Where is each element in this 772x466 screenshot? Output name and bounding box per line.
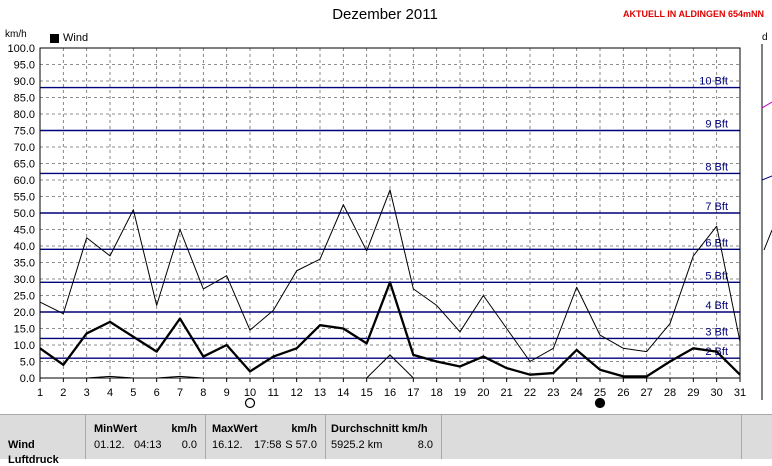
beaufort-label: 7 Bft <box>705 201 728 213</box>
stats-row-label-2: Luftdruck <box>8 454 59 466</box>
series-line <box>39 281 741 378</box>
max-time: 17:58 <box>254 439 282 451</box>
y-tick-label: 90.0 <box>14 76 35 88</box>
x-tick-label: 7 <box>177 387 183 399</box>
y-tick-label: 40.0 <box>14 241 35 253</box>
stats-min-cell: MinWert km/h 01.12. 04:13 0.0 <box>86 415 206 459</box>
x-tick-label: 15 <box>361 387 373 399</box>
x-tick-label: 30 <box>711 387 723 399</box>
x-tick-label: 23 <box>547 387 559 399</box>
x-tick-label: 22 <box>524 387 536 399</box>
x-tick-label: 27 <box>641 387 653 399</box>
y-tick-label: 95.0 <box>14 60 35 72</box>
x-tick-label: 24 <box>571 387 583 399</box>
x-tick-label: 14 <box>337 387 349 399</box>
max-value: S 57.0 <box>285 439 317 451</box>
x-tick-label: 20 <box>477 387 489 399</box>
y-tick-label: 5.0 <box>20 357 35 369</box>
x-tick-label: 10 <box>244 387 256 399</box>
x-tick-label: 25 <box>594 387 606 399</box>
y-tick-label: 80.0 <box>14 109 35 121</box>
max-date: 16.12. <box>212 439 243 451</box>
x-tick-label: 17 <box>407 387 419 399</box>
y-tick-label: 0.0 <box>20 373 35 385</box>
y-tick-label: 20.0 <box>14 307 35 319</box>
y-tick-label: 60.0 <box>14 175 35 187</box>
x-tick-label: 19 <box>454 387 466 399</box>
y-tick-label: 85.0 <box>14 93 35 105</box>
adjacent-chart-mark <box>761 101 772 109</box>
x-tick-label: 2 <box>60 387 66 399</box>
avg-value: 8.0 <box>417 439 433 451</box>
x-tick-label: 6 <box>154 387 160 399</box>
y-tick-label: 55.0 <box>14 192 35 204</box>
y-tick-label: 75.0 <box>14 126 35 138</box>
y-tick-label: 15.0 <box>14 324 35 336</box>
x-tick-label: 18 <box>431 387 443 399</box>
min-unit: km/h <box>171 423 197 435</box>
x-tick-label: 12 <box>291 387 303 399</box>
y-tick-label: 30.0 <box>14 274 35 286</box>
y-tick-label: 50.0 <box>14 208 35 220</box>
stats-avg-cell: Durchschnitt km/h 5925.2 km 8.0 <box>326 415 442 459</box>
adjacent-chart-label: d <box>762 32 768 43</box>
legend: Wind <box>50 32 88 44</box>
beaufort-label: 8 Bft <box>705 161 728 173</box>
y-tick-label: 100.0 <box>7 43 35 55</box>
beaufort-label: 5 Bft <box>705 270 728 282</box>
beaufort-label: 4 Bft <box>705 300 728 312</box>
x-tick-label: 31 <box>734 387 746 399</box>
stats-max-cell: MaxWert km/h 16.12. 17:58 S 57.0 <box>206 415 326 459</box>
stats-panel: Wind Luftdruck MinWert km/h 01.12. 04:13… <box>0 414 772 466</box>
stats-empty-cell <box>442 415 742 459</box>
chart-title: Dezember 2011 <box>332 6 438 23</box>
max-unit: km/h <box>291 423 317 435</box>
y-tick-label: 25.0 <box>14 291 35 303</box>
x-tick-label: 3 <box>84 387 90 399</box>
adjacent-chart-mark <box>761 175 772 181</box>
x-tick-label: 13 <box>314 387 326 399</box>
y-tick-label: 10.0 <box>14 340 35 352</box>
x-tick-label: 21 <box>501 387 513 399</box>
y-tick-label: 35.0 <box>14 258 35 270</box>
min-date: 01.12. <box>94 439 125 451</box>
y-axis-unit: km/h <box>5 29 27 40</box>
series-line <box>39 189 741 362</box>
y-tick-label: 65.0 <box>14 159 35 171</box>
legend-label-wind: Wind <box>63 32 89 44</box>
max-header: MaxWert <box>212 423 258 435</box>
legend-swatch-icon <box>50 33 59 43</box>
x-tick-label: 4 <box>107 387 113 399</box>
adjacent-chart-mark <box>763 229 772 251</box>
x-tick-label: 11 <box>268 387 279 399</box>
stats-row-labels: Wind Luftdruck <box>0 415 86 466</box>
series-line <box>40 354 740 379</box>
plot-frame <box>39 47 741 379</box>
min-time: 04:13 <box>134 439 162 451</box>
beaufort-label: 6 Bft <box>705 237 728 249</box>
full-moon-icon <box>244 397 256 409</box>
beaufort-label: 3 Bft <box>705 326 728 338</box>
beaufort-label: 9 Bft <box>705 119 728 131</box>
x-tick-label: 9 <box>224 387 230 399</box>
x-tick-label: 28 <box>664 387 676 399</box>
x-tick-label: 8 <box>200 387 206 399</box>
wind-chart: 0.0 5.0 10.0 15.0 20.0 25.0 30.0 35.0 40.0 45.0 50… <box>7 43 772 409</box>
new-moon-icon <box>594 397 606 409</box>
avg-distance: 5925.2 km <box>331 439 383 451</box>
x-tick-label: 1 <box>37 387 43 399</box>
x-tick-label: 5 <box>130 387 136 399</box>
x-tick-label: 16 <box>384 387 396 399</box>
y-tick-label: 45.0 <box>14 225 35 237</box>
x-tick-label: 29 <box>687 387 699 399</box>
station-notice[interactable]: AKTUELL IN ALDINGEN 654mNN <box>622 9 764 19</box>
stats-row-label: Wind <box>8 439 35 451</box>
min-header: MinWert <box>94 423 138 435</box>
y-tick-label: 70.0 <box>14 142 35 154</box>
avg-header: Durchschnitt km/h <box>331 423 428 435</box>
x-tick-label: 26 <box>617 387 629 399</box>
min-value: 0.0 <box>181 439 197 451</box>
beaufort-label: 10 Bft <box>699 76 728 88</box>
